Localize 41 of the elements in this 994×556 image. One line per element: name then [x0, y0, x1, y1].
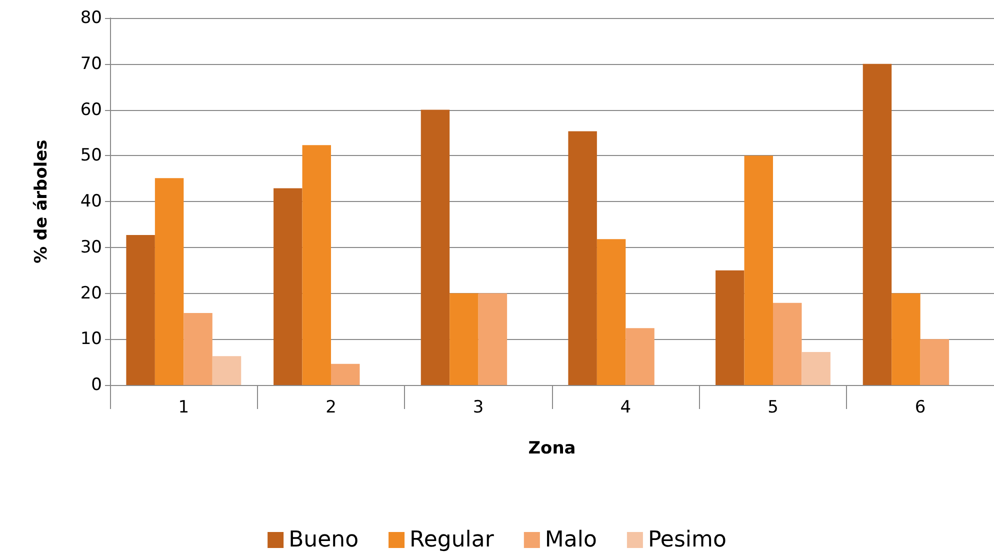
bar	[212, 356, 242, 385]
bar	[154, 178, 184, 385]
legend-label: Malo	[544, 528, 597, 552]
bar	[802, 352, 830, 385]
legend-label: Regular	[410, 528, 495, 552]
y-tick-label: 10	[80, 329, 102, 350]
bar	[862, 64, 892, 385]
bar	[716, 270, 744, 385]
bar	[331, 364, 360, 385]
bar	[478, 293, 508, 385]
x-tick-label: 3	[472, 398, 484, 418]
bar	[184, 312, 212, 385]
y-tick-label: 60	[80, 100, 102, 120]
bar	[568, 131, 597, 385]
bar	[420, 110, 450, 385]
bar	[302, 145, 331, 385]
x-tick-label: 4	[620, 398, 632, 418]
y-axis-title: % de árboles	[32, 140, 52, 264]
bar	[596, 239, 626, 385]
y-tick-label: 30	[80, 237, 102, 258]
y-tick-label: 40	[80, 192, 102, 212]
x-tick-label: 6	[914, 398, 926, 418]
bar	[744, 156, 773, 385]
bar	[920, 339, 950, 385]
x-tick-label: 1	[178, 398, 190, 418]
legend-label: Pesimo	[648, 528, 726, 552]
bar	[773, 302, 802, 385]
bar	[450, 293, 478, 385]
y-tick-label: 20	[80, 283, 102, 304]
bar	[274, 188, 302, 385]
y-tick-label: 80	[80, 8, 102, 28]
y-tick-label: 70	[80, 54, 102, 74]
bar	[126, 234, 155, 385]
x-tick-label: 5	[768, 398, 778, 418]
x-tick-label: 2	[326, 398, 336, 418]
y-tick-label: 50	[80, 146, 102, 166]
x-axis-title: Zona	[528, 438, 576, 458]
y-tick-label: 0	[91, 375, 102, 395]
bar	[892, 293, 920, 385]
bar	[626, 328, 654, 385]
legend-label: Bueno	[288, 528, 359, 552]
